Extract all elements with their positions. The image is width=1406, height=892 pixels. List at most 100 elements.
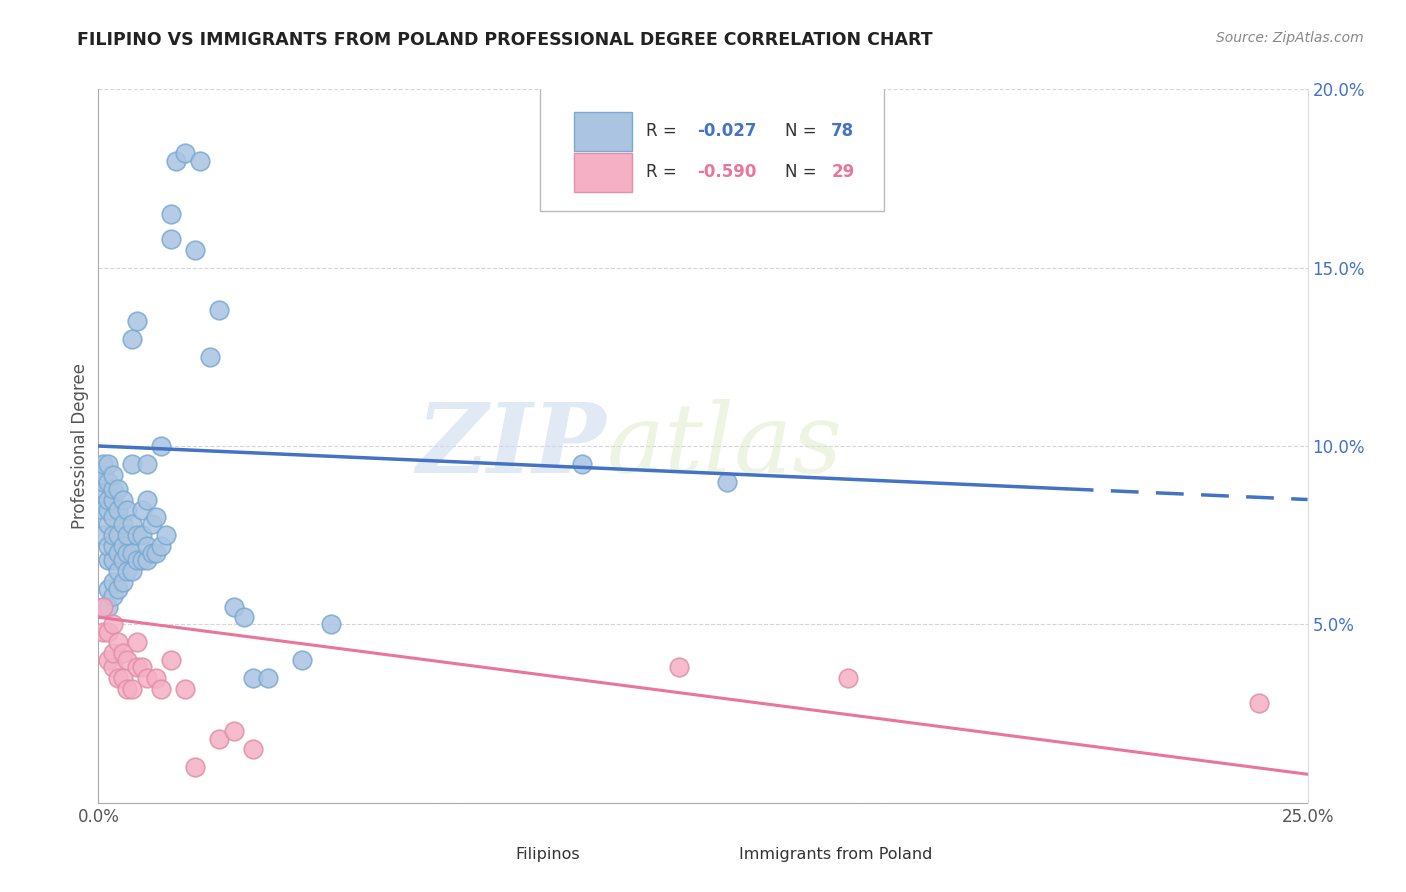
Point	[91, 467, 114, 482]
Point	[101, 553, 124, 567]
Point	[121, 457, 143, 471]
Point	[111, 492, 134, 507]
Point	[160, 207, 183, 221]
Point	[107, 671, 129, 685]
Point	[174, 146, 197, 161]
Point	[107, 582, 129, 596]
Point	[135, 671, 157, 685]
Point	[97, 517, 120, 532]
Point	[121, 517, 143, 532]
Point	[668, 660, 690, 674]
Point	[111, 553, 134, 567]
Point	[145, 546, 167, 560]
Point	[208, 303, 231, 318]
Point	[242, 671, 264, 685]
Point	[222, 599, 245, 614]
Point	[188, 153, 211, 168]
Text: Source: ZipAtlas.com: Source: ZipAtlas.com	[1216, 31, 1364, 45]
Point	[91, 599, 114, 614]
Point	[127, 660, 149, 674]
Point	[111, 517, 134, 532]
Point	[97, 553, 120, 567]
Point	[91, 503, 114, 517]
Point	[97, 503, 120, 517]
Point	[127, 635, 149, 649]
Point	[117, 546, 139, 560]
Point	[91, 599, 114, 614]
Text: N =: N =	[785, 163, 823, 181]
Point	[160, 232, 183, 246]
Point	[184, 760, 207, 774]
Point	[155, 528, 177, 542]
Text: atlas: atlas	[606, 399, 842, 493]
Point	[111, 574, 134, 589]
Point	[101, 482, 124, 496]
Point	[131, 553, 153, 567]
Point	[198, 350, 221, 364]
Point	[222, 724, 245, 739]
Point	[101, 528, 124, 542]
Point	[184, 243, 207, 257]
Text: ZIP: ZIP	[416, 399, 606, 493]
Point	[111, 671, 134, 685]
Point	[107, 528, 129, 542]
FancyBboxPatch shape	[574, 112, 631, 151]
Point	[97, 599, 120, 614]
Point	[91, 457, 114, 471]
Point	[91, 624, 114, 639]
Point	[127, 553, 149, 567]
Text: -0.590: -0.590	[697, 163, 756, 181]
Point	[141, 546, 163, 560]
FancyBboxPatch shape	[461, 841, 508, 867]
Point	[131, 503, 153, 517]
FancyBboxPatch shape	[574, 153, 631, 192]
Point	[91, 482, 114, 496]
Point	[208, 731, 231, 746]
Point	[121, 546, 143, 560]
Point	[111, 539, 134, 553]
Point	[256, 671, 278, 685]
Point	[107, 482, 129, 496]
Point	[97, 539, 120, 553]
Point	[145, 510, 167, 524]
Point	[117, 681, 139, 696]
Point	[101, 617, 124, 632]
Point	[121, 681, 143, 696]
FancyBboxPatch shape	[685, 841, 731, 867]
Point	[101, 589, 124, 603]
Text: R =: R =	[647, 122, 682, 140]
Point	[101, 510, 124, 524]
Y-axis label: Professional Degree: Professional Degree	[70, 363, 89, 529]
Point	[121, 564, 143, 578]
Point	[319, 617, 342, 632]
Point	[135, 492, 157, 507]
Point	[135, 457, 157, 471]
Text: N =: N =	[785, 122, 823, 140]
Text: Immigrants from Poland: Immigrants from Poland	[740, 847, 932, 862]
Text: R =: R =	[647, 163, 682, 181]
Text: FILIPINO VS IMMIGRANTS FROM POLAND PROFESSIONAL DEGREE CORRELATION CHART: FILIPINO VS IMMIGRANTS FROM POLAND PROFE…	[77, 31, 934, 49]
Point	[97, 457, 120, 471]
Point	[127, 314, 149, 328]
Point	[837, 671, 859, 685]
FancyBboxPatch shape	[540, 86, 884, 211]
Point	[97, 475, 120, 489]
Text: Filipinos: Filipinos	[516, 847, 581, 862]
Point	[107, 503, 129, 517]
Point	[716, 475, 738, 489]
Text: 78: 78	[831, 122, 855, 140]
Point	[117, 653, 139, 667]
Point	[290, 653, 312, 667]
Point	[135, 539, 157, 553]
Point	[150, 439, 173, 453]
Point	[174, 681, 197, 696]
Point	[165, 153, 187, 168]
Point	[117, 528, 139, 542]
Point	[107, 635, 129, 649]
Point	[145, 671, 167, 685]
Point	[97, 582, 120, 596]
Point	[101, 646, 124, 660]
Text: 29: 29	[831, 163, 855, 181]
Point	[117, 564, 139, 578]
Point	[91, 475, 114, 489]
